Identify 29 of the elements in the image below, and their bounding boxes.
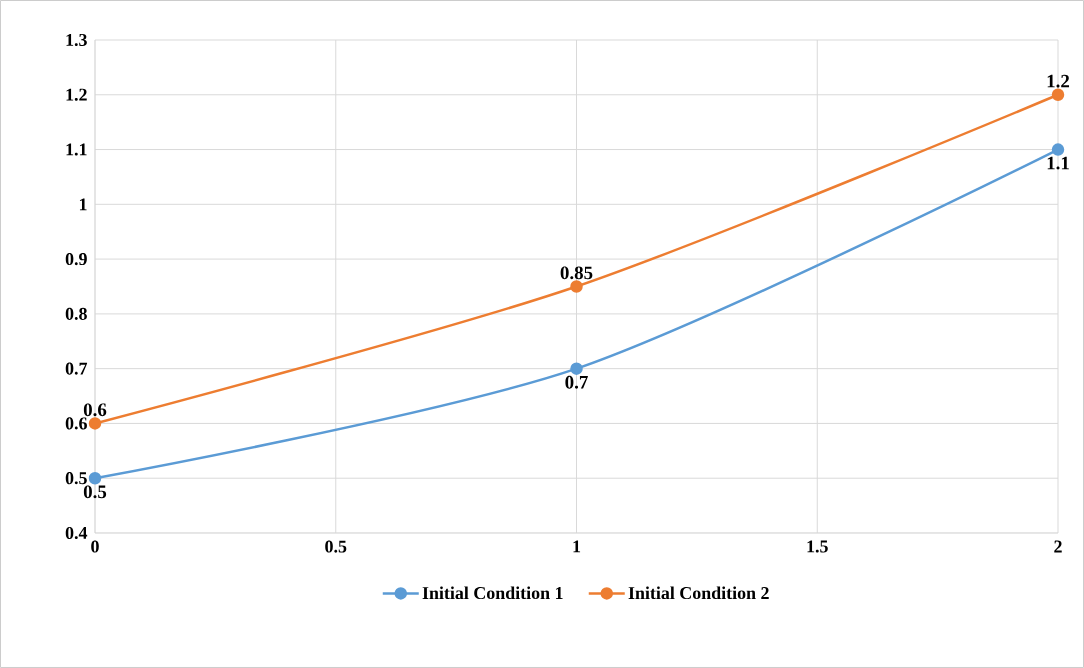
point (1051, 143, 1065, 156)
point (88, 471, 102, 485)
x-tick-label: 1 (573, 540, 581, 553)
y-tick-label: 0.6 (65, 417, 87, 430)
y-tick-label: 1.3 (66, 33, 87, 47)
x-tick-label: 2 (1054, 540, 1062, 553)
point (1051, 88, 1065, 102)
y-tick-label: 0.4 (65, 526, 88, 540)
point (88, 417, 102, 430)
data-label: 0.85 (560, 266, 593, 280)
x-tick-label: 0 (91, 540, 99, 553)
data-label: 0.5 (83, 485, 107, 499)
x-tick-label: 0.5 (325, 540, 347, 553)
data-label: 1.1 (1047, 156, 1069, 170)
point (570, 362, 583, 375)
y-tick-label: 1.1 (66, 143, 87, 156)
y-tick-label: 0.5 (65, 472, 87, 485)
y-tick-label: 1.2 (66, 88, 87, 101)
x-tick-label: 1.5 (807, 540, 828, 553)
y-tick-label: 0.8 (65, 307, 87, 320)
y-tick-label: 1 (79, 198, 87, 211)
legend-label: Initial Condition 2 (628, 586, 769, 600)
y-tick-label: 0.7 (65, 362, 88, 375)
data-label: 0.6 (83, 403, 107, 417)
y-tick-label: 0.9 (65, 253, 87, 266)
data-label: 1.2 (1047, 74, 1070, 88)
point (570, 280, 583, 293)
data-label: 0.7 (565, 375, 588, 389)
legend-label: Initial Condition 1 (422, 586, 563, 600)
